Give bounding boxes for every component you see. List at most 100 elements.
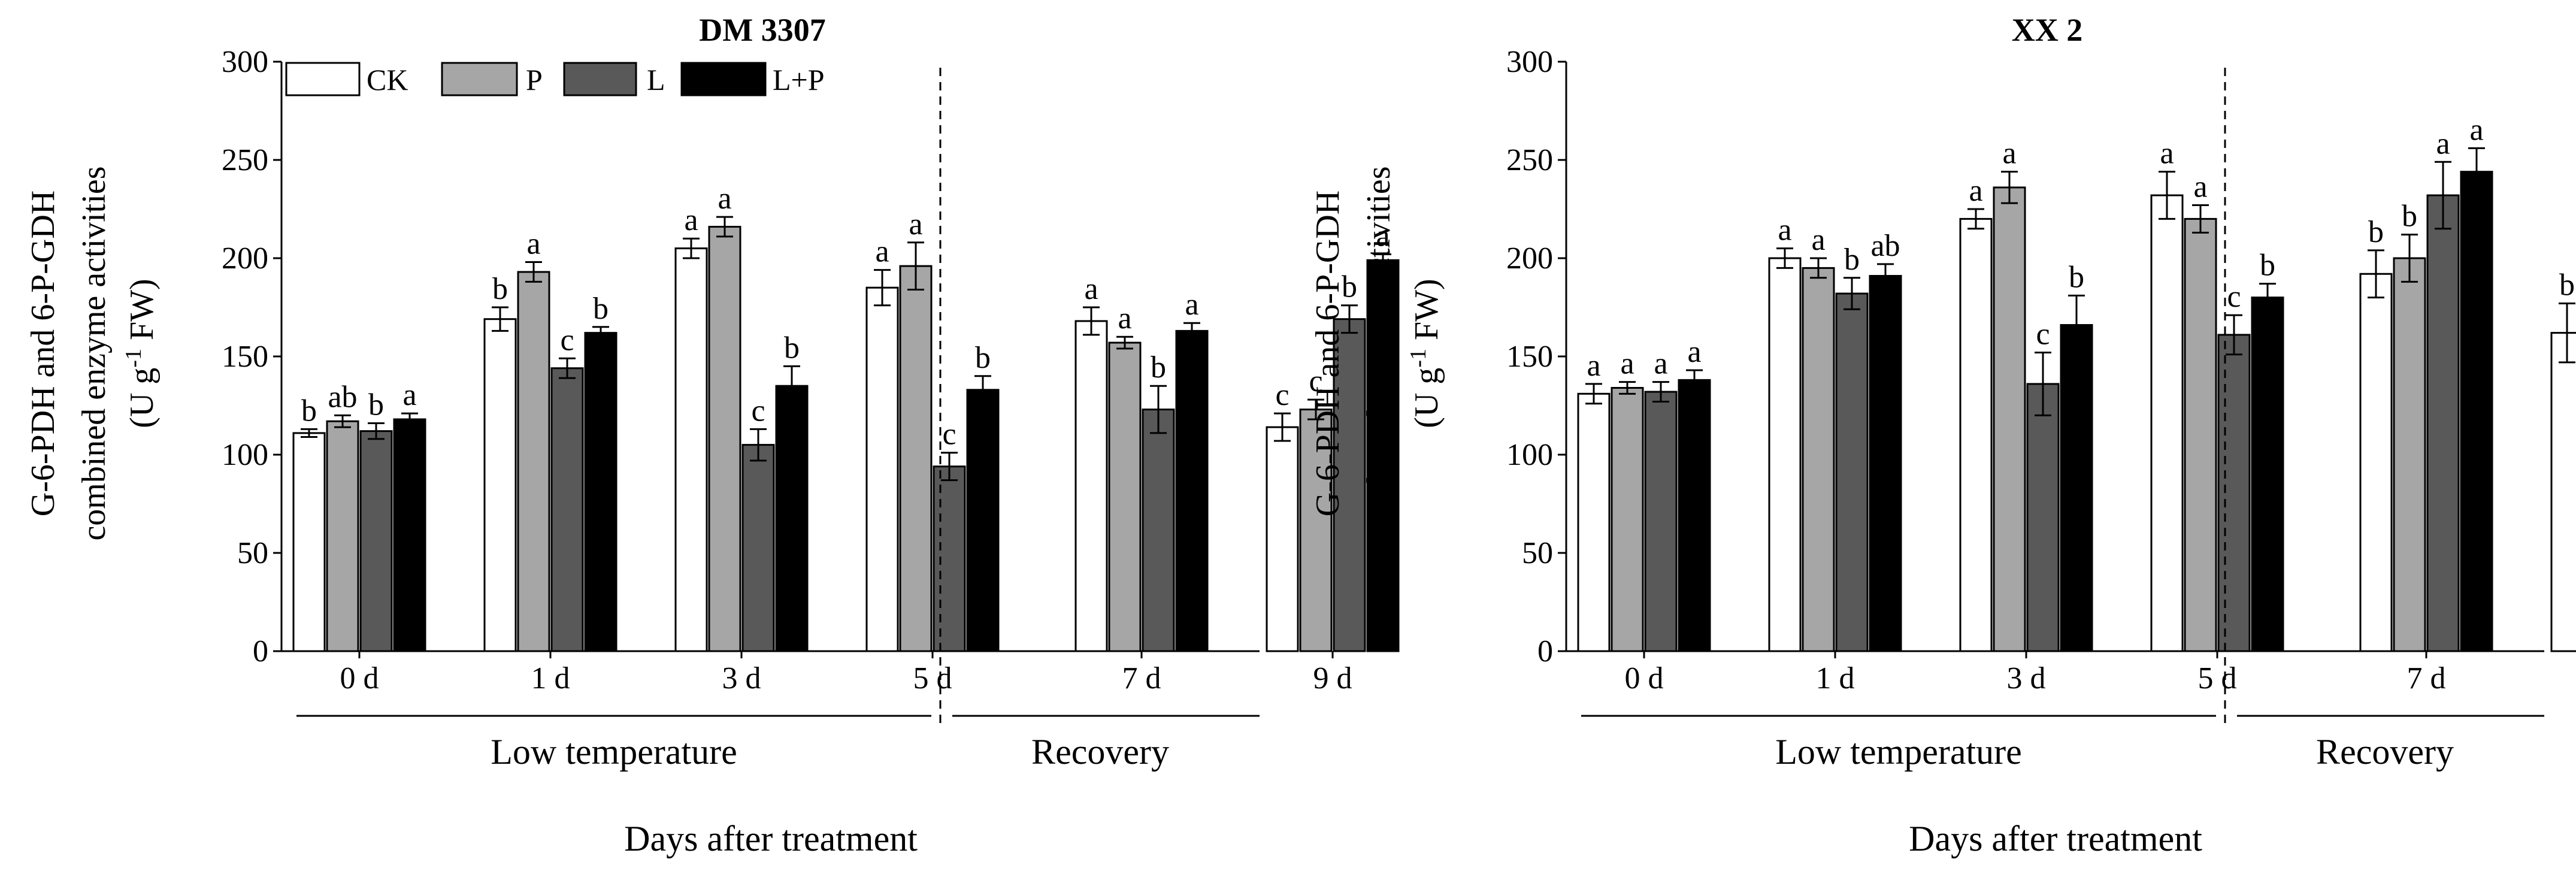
x-axis-title: Days after treatment — [1909, 819, 2202, 858]
x-tick-label: 0 d — [340, 661, 379, 695]
significance-letter: b — [301, 394, 317, 428]
significance-letter: b — [2368, 215, 2384, 249]
significance-letter: b — [2402, 199, 2417, 234]
bar-lpp-7d — [2460, 171, 2493, 652]
y-unit-suffix: FW) — [1408, 279, 1445, 349]
y-unit-suffix: FW) — [123, 279, 161, 349]
significance-letter: a — [402, 378, 416, 412]
significance-letter: b — [2559, 268, 2575, 302]
y-axis-title-line1: G-6-PDH and 6-P-GDH — [25, 190, 62, 516]
significance-letter: a — [718, 182, 731, 216]
x-tick-label: 1 d — [531, 661, 570, 695]
bar-ck-3d — [1959, 217, 1993, 652]
bar-p-3d — [1993, 186, 2026, 652]
bar-p-0d — [326, 420, 359, 652]
bar-ck-5d — [865, 286, 899, 652]
significance-letter: c — [751, 394, 765, 428]
bar-lpp-3d — [2060, 324, 2093, 652]
y-unit-prefix: (U g — [123, 368, 161, 428]
bar-l-0d — [359, 430, 393, 652]
x-tick-label: 7 d — [1122, 661, 1161, 695]
bar-p-1d — [517, 271, 550, 652]
x-tick-label: 3 d — [2007, 661, 2046, 695]
y-tick-label: 250 — [222, 143, 268, 177]
significance-letter: a — [1084, 272, 1098, 306]
chart-panel-2: XX 2 0 50 100 150 200 250 300 G-6-PDH and 6-P-GD… — [1309, 12, 2576, 858]
x-axis-title: Days after treatment — [624, 819, 918, 858]
significance-letter: b — [784, 331, 800, 365]
significance-letter: a — [1587, 349, 1600, 383]
bar-l-3d — [741, 444, 775, 652]
chart-panel-1: DM 3307 0 50 100 150 200 250 300 G-6-PDH and 6-P… — [25, 12, 1400, 858]
x-tick-label: 5 d — [913, 661, 952, 695]
y-axis-title-line2: combined enzyme activities — [75, 166, 113, 540]
bar-lpp-1d — [1869, 275, 1902, 652]
significance-letter: b — [492, 272, 508, 306]
bar-ck-0d — [1577, 392, 1611, 652]
significance-letter: c — [2036, 317, 2050, 351]
bar-p-9d — [1299, 409, 1333, 652]
chart-title: XX 2 — [2012, 12, 2083, 48]
y-tick-label: 150 — [1506, 340, 1553, 374]
y-tick-label: 0 — [253, 634, 268, 669]
bar-l-1d — [550, 367, 584, 652]
significance-letter: c — [1309, 364, 1322, 398]
y-unit-superscript: -1 — [121, 349, 146, 368]
bar-p-7d — [1108, 341, 1142, 652]
y-tick-label: 300 — [1506, 45, 1553, 79]
bar-l-5d — [2217, 334, 2251, 652]
x-tick-label: 0 d — [1625, 661, 1664, 695]
significance-letter: ab — [328, 380, 357, 414]
bar-l-7d — [2426, 194, 2460, 652]
y-axis-title-line2: combined enzyme activities — [1360, 166, 1397, 540]
significance-letter: a — [1778, 213, 1791, 247]
y-tick-label: 300 — [222, 45, 268, 79]
bar-ck-3d — [674, 247, 708, 652]
significance-letter: a — [684, 203, 698, 237]
bar-ck-5d — [2150, 194, 2184, 652]
significance-letter: a — [1620, 347, 1634, 381]
significance-letter: a — [1654, 347, 1667, 381]
y-tick-label: 250 — [1506, 143, 1553, 177]
bar-l-9d — [1333, 318, 1366, 652]
phase-label-recovery: Recovery — [2316, 732, 2454, 772]
significance-letter: b — [368, 388, 384, 422]
bar-l-1d — [1835, 292, 1869, 652]
significance-letter: c — [942, 418, 956, 452]
significance-letter: b — [1342, 270, 1357, 304]
significance-letter: a — [1811, 223, 1825, 257]
x-tick-label: 1 d — [1816, 661, 1855, 695]
y-axis-title-unit: (U g-1 FW) — [121, 279, 161, 428]
y-axis-title-unit: (U g-1 FW) — [1406, 279, 1445, 428]
legend-label-1: CK — [367, 63, 408, 96]
bar-lpp-0d — [1678, 379, 1711, 652]
legend-label-2: P — [526, 63, 543, 96]
bar-ck-7d — [1074, 320, 1108, 652]
significance-letter: c — [2227, 280, 2241, 314]
chart-title: DM 3307 — [699, 12, 825, 48]
phase-label-recovery: Recovery — [1031, 732, 1169, 772]
y-tick-label: 50 — [237, 536, 268, 570]
bar-l-7d — [1142, 409, 1175, 652]
significance-letter: a — [875, 235, 889, 269]
bar-p-3d — [708, 226, 741, 652]
bar-p-5d — [2184, 217, 2217, 652]
significance-letter: a — [1687, 335, 1701, 369]
significance-letter: b — [1151, 350, 1166, 385]
bar-lpp-5d — [2251, 297, 2284, 652]
y-axis-title-line1: G-6-PDH and 6-P-GDH — [1309, 190, 1346, 516]
legend-swatch-3 — [563, 62, 637, 96]
significance-letter: c — [1275, 378, 1289, 412]
y-tick-label: 50 — [1522, 536, 1553, 570]
bar-lpp-7d — [1175, 329, 1209, 652]
y-tick-label: 200 — [222, 241, 268, 276]
significance-letter: a — [2160, 137, 2174, 171]
bar-lpp-9d — [1366, 259, 1400, 652]
phase-label-low-temperature: Low temperature — [491, 732, 737, 772]
bar-lpp-1d — [584, 332, 617, 652]
significance-letter: b — [2260, 249, 2275, 283]
bar-l-3d — [2026, 383, 2060, 652]
bar-p-0d — [1611, 386, 1644, 652]
significance-letter: a — [1118, 301, 1131, 335]
bar-l-5d — [933, 465, 966, 652]
